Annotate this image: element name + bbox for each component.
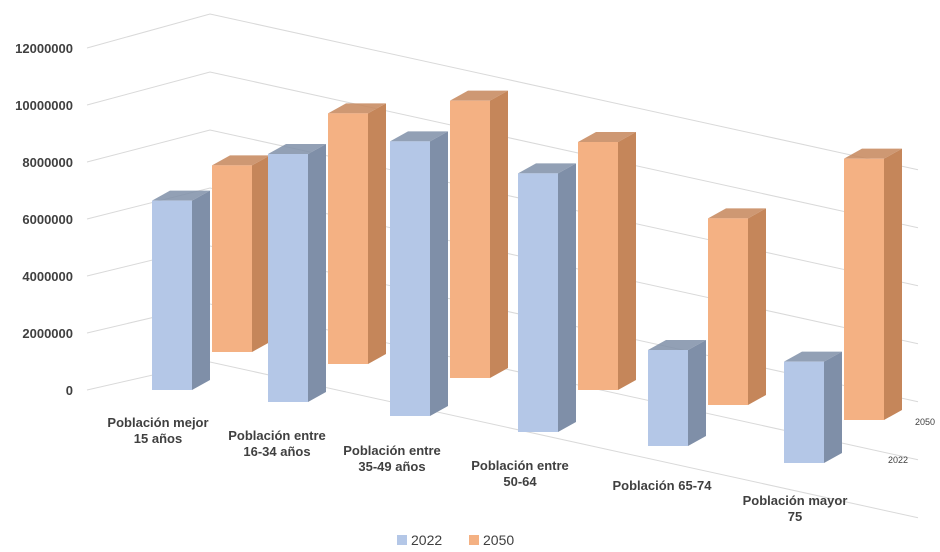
bar-side: [824, 351, 842, 463]
bar-front: [212, 165, 252, 352]
bar-front: [844, 158, 884, 420]
bar-2050-4: [708, 208, 766, 405]
legend: 2022 2050: [397, 532, 514, 548]
bars: [152, 90, 902, 463]
category-label: Población entre 50-64: [471, 458, 569, 489]
bar-side: [558, 163, 576, 433]
bar-front: [578, 142, 618, 390]
y-tick-label: 0: [66, 383, 73, 398]
bar-2022-5: [784, 351, 842, 463]
y-tick-label: 4000000: [22, 269, 73, 284]
depth-label: 2050: [915, 417, 935, 427]
y-tick-label: 10000000: [15, 98, 73, 113]
bar-front: [390, 141, 430, 417]
bar-top: [518, 163, 576, 174]
category-label: Población 65-74: [613, 478, 713, 493]
bar-front: [450, 100, 490, 379]
bar-front: [784, 361, 824, 463]
bar-top: [328, 103, 386, 114]
bar-2022-1: [268, 144, 326, 402]
bar-2050-0: [212, 155, 270, 352]
category-label: Población mayor 75: [743, 493, 848, 524]
bar-2022-4: [648, 340, 706, 446]
bar-2050-5: [844, 148, 902, 420]
y-axis: 0 2000000 4000000 6000000 8000000 10000000 120…: [15, 41, 73, 398]
bar-side: [688, 340, 706, 446]
gridline: [86, 129, 919, 287]
bar-front: [518, 173, 558, 433]
legend-label: 2050: [483, 532, 514, 548]
legend-swatch: [397, 535, 407, 545]
legend-label: 2022: [411, 532, 442, 548]
category-label: Población entre 35-49 años: [343, 443, 441, 474]
bar-side: [618, 132, 636, 390]
category-label: Población entre 16-34 años: [228, 428, 326, 459]
bar-side: [368, 103, 386, 364]
bar-side: [192, 190, 210, 390]
bar-front: [268, 154, 308, 402]
bar-top: [648, 340, 706, 350]
bar-side: [308, 144, 326, 402]
bar-2050-2: [450, 90, 508, 379]
bar-2050-1: [328, 103, 386, 364]
bar-2050-3: [578, 132, 636, 390]
bar-top: [268, 144, 326, 154]
bar-top: [844, 148, 902, 159]
bar-2022-0: [152, 190, 210, 390]
y-tick-label: 2000000: [22, 326, 73, 341]
y-tick-label: 12000000: [15, 41, 73, 56]
gridline: [86, 187, 919, 345]
legend-swatch: [469, 535, 479, 545]
category-label: Población mejor 15 años: [107, 415, 208, 446]
bar-side: [252, 155, 270, 352]
bar-side: [430, 131, 448, 417]
gridline: [86, 71, 919, 229]
bar-top: [152, 190, 210, 201]
y-tick-label: 8000000: [22, 155, 73, 170]
bar-front: [152, 200, 192, 390]
depth-label: 2022: [888, 455, 908, 465]
bar-top: [390, 131, 448, 142]
bar-front: [328, 113, 368, 364]
bar-side: [884, 148, 902, 420]
bar-top: [708, 208, 766, 219]
bar-front: [708, 218, 748, 405]
bar-front: [648, 350, 688, 446]
bar-side: [490, 90, 508, 379]
bar-2022-3: [518, 163, 576, 433]
gridline: [86, 13, 919, 171]
bar-2022-2: [390, 131, 448, 417]
bar-top: [578, 132, 636, 142]
bar-top: [212, 155, 270, 166]
depth-axis: 2050 2022: [888, 417, 935, 465]
bar-top: [784, 351, 842, 362]
y-tick-label: 6000000: [22, 212, 73, 227]
category-labels: Población mejor 15 años Población entre 16-…: [107, 415, 847, 524]
bar-side: [748, 208, 766, 405]
bar-top: [450, 90, 508, 101]
